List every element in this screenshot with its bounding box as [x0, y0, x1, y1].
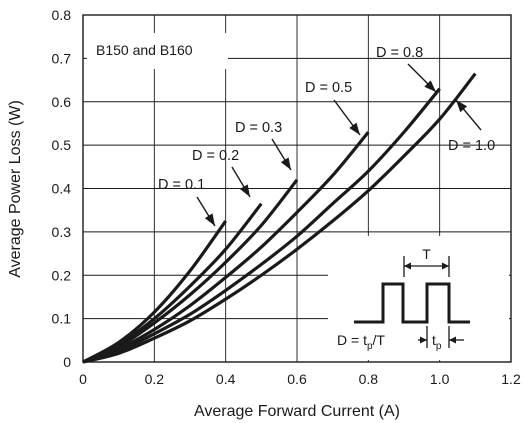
y-tick-label: 0.4: [52, 181, 72, 197]
series-line-d-1-0: [82, 72, 477, 364]
pulse-arrowhead-right: [449, 336, 456, 344]
x-tick-label: 0.4: [216, 371, 236, 387]
series-label-d-0-3: D = 0.3: [235, 120, 282, 136]
x-tick-label: 1.2: [501, 371, 521, 387]
plot-frame: [82, 14, 512, 363]
series-arrowhead-d-0-3: [280, 157, 291, 170]
series-label-d-0-8: D = 0.8: [376, 45, 423, 61]
series-arrowhead-d-0-2: [239, 184, 250, 197]
waveform-inset: T D = tp/T tp: [328, 236, 509, 360]
waveform-background: [328, 236, 509, 360]
pulse-width-main: t: [432, 332, 436, 348]
y-tick-label: 0.3: [52, 224, 72, 240]
pulse-arrowhead-left: [420, 336, 427, 344]
series-arrowhead-d-1-0: [456, 100, 468, 113]
waveform-pulse-train: [354, 282, 470, 324]
tick-labels: 0 0.2 0.4 0.6 0.8 1.0 1.2 0 0.1 0.2 0.3 0.4 0.5 0.6 0.…: [52, 7, 521, 387]
series-arrowhead-d-0-8: [424, 80, 436, 92]
series-line-d-0-2: [82, 202, 263, 364]
series-labels: D = 0.1 D = 0.2 D = 0.3 D = 0.5 D = 0.8 D = 1…: [158, 45, 495, 227]
x-tick-label: 0.8: [359, 371, 379, 387]
y-tick-label: 0.1: [52, 311, 72, 327]
y-tick-label: 0.8: [52, 7, 72, 23]
series-label-d-0-5: D = 0.5: [305, 80, 352, 96]
series-group: [82, 72, 477, 364]
series-label-d-1-0: D = 1.0: [448, 138, 495, 154]
y-tick-label: 0.6: [52, 94, 72, 110]
x-tick-label: 0.2: [145, 371, 165, 387]
y-tick-label: 0.7: [52, 50, 72, 66]
chart-annotation: B150 and B160: [96, 42, 193, 58]
x-tick-label: 0: [79, 371, 87, 387]
pulse-width-subscript: p: [436, 341, 442, 352]
duty-formula: D = tp/T: [337, 332, 385, 352]
period-arrowhead-left: [404, 262, 411, 270]
duty-formula-subscript: p: [367, 341, 373, 352]
y-axis-label: Average Power Loss (W): [7, 100, 24, 278]
y-tick-label: 0: [63, 354, 71, 370]
x-tick-label: 0.6: [287, 371, 307, 387]
period-arrowhead-right: [442, 262, 449, 270]
duty-formula-suffix: /T: [373, 332, 386, 348]
series-line-d-0-8: [82, 87, 441, 364]
series-arrowhead-d-0-1: [204, 213, 215, 226]
period-label: T: [422, 246, 431, 262]
series-arrowhead-d-0-5: [349, 122, 360, 135]
y-tick-label: 0.2: [52, 267, 72, 283]
annotation-box: [87, 33, 228, 69]
series-line-d-0-3: [82, 178, 299, 364]
series-line-d-0-5: [82, 131, 370, 364]
pulse-width-label: tp: [432, 332, 442, 352]
x-tick-label: 1.0: [430, 371, 450, 387]
series-label-d-0-2: D = 0.2: [192, 148, 239, 164]
series-label-d-0-1: D = 0.1: [158, 177, 205, 193]
duty-formula-prefix: D = t: [337, 332, 367, 348]
x-axis-label: Average Forward Current (A): [194, 403, 400, 420]
y-tick-label: 0.5: [52, 137, 72, 153]
